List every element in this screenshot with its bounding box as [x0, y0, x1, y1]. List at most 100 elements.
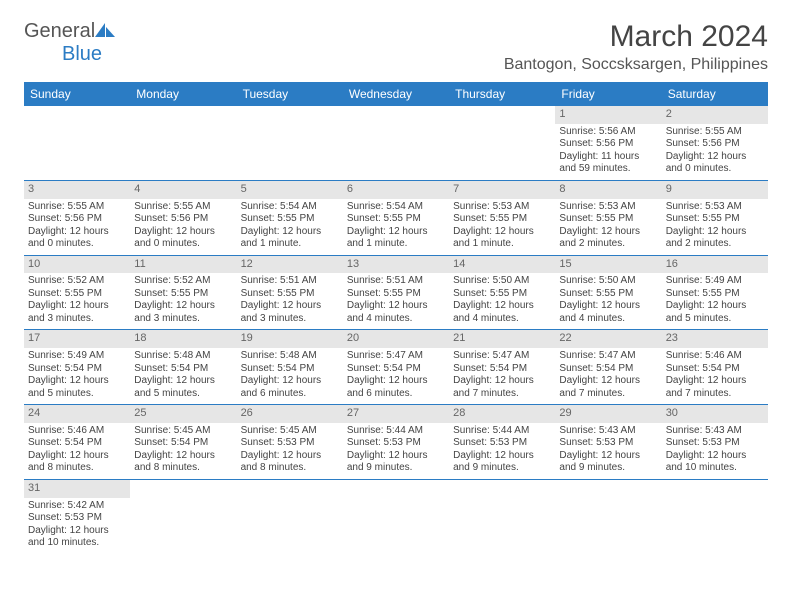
sunrise-text: Sunrise: 5:51 AM — [347, 275, 445, 288]
sunset-text: Sunset: 5:53 PM — [559, 437, 657, 450]
day-number: 18 — [130, 330, 236, 348]
empty-cell — [555, 479, 661, 553]
sunset-text: Sunset: 5:55 PM — [347, 213, 445, 226]
day-cell: 24Sunrise: 5:46 AMSunset: 5:54 PMDayligh… — [24, 405, 130, 480]
daylight-text: Daylight: 11 hours and 59 minutes. — [559, 151, 657, 176]
daylight-text: Daylight: 12 hours and 8 minutes. — [134, 450, 232, 475]
day-cell: 26Sunrise: 5:45 AMSunset: 5:53 PMDayligh… — [237, 405, 343, 480]
sunset-text: Sunset: 5:53 PM — [666, 437, 764, 450]
day-cell: 21Sunrise: 5:47 AMSunset: 5:54 PMDayligh… — [449, 330, 555, 405]
sunset-text: Sunset: 5:55 PM — [347, 288, 445, 301]
sunrise-text: Sunrise: 5:42 AM — [28, 500, 126, 513]
sunset-text: Sunset: 5:54 PM — [28, 363, 126, 376]
day-cell: 22Sunrise: 5:47 AMSunset: 5:54 PMDayligh… — [555, 330, 661, 405]
day-header: Friday — [555, 82, 661, 106]
day-header-row: SundayMondayTuesdayWednesdayThursdayFrid… — [24, 82, 768, 106]
sunset-text: Sunset: 5:55 PM — [134, 288, 232, 301]
sunrise-text: Sunrise: 5:53 AM — [453, 201, 551, 214]
daylight-text: Daylight: 12 hours and 7 minutes. — [666, 375, 764, 400]
sunset-text: Sunset: 5:54 PM — [559, 363, 657, 376]
day-cell: 14Sunrise: 5:50 AMSunset: 5:55 PMDayligh… — [449, 255, 555, 330]
day-cell: 27Sunrise: 5:44 AMSunset: 5:53 PMDayligh… — [343, 405, 449, 480]
sunset-text: Sunset: 5:55 PM — [453, 213, 551, 226]
sunset-text: Sunset: 5:56 PM — [559, 138, 657, 151]
daylight-text: Daylight: 12 hours and 9 minutes. — [453, 450, 551, 475]
day-cell: 9Sunrise: 5:53 AMSunset: 5:55 PMDaylight… — [662, 180, 768, 255]
day-number: 29 — [555, 405, 661, 423]
day-cell: 25Sunrise: 5:45 AMSunset: 5:54 PMDayligh… — [130, 405, 236, 480]
day-number: 27 — [343, 405, 449, 423]
sunset-text: Sunset: 5:55 PM — [666, 288, 764, 301]
day-cell: 13Sunrise: 5:51 AMSunset: 5:55 PMDayligh… — [343, 255, 449, 330]
sunset-text: Sunset: 5:55 PM — [559, 213, 657, 226]
daylight-text: Daylight: 12 hours and 6 minutes. — [347, 375, 445, 400]
day-cell: 6Sunrise: 5:54 AMSunset: 5:55 PMDaylight… — [343, 180, 449, 255]
daylight-text: Daylight: 12 hours and 4 minutes. — [453, 300, 551, 325]
day-cell: 12Sunrise: 5:51 AMSunset: 5:55 PMDayligh… — [237, 255, 343, 330]
sunset-text: Sunset: 5:53 PM — [28, 512, 126, 525]
daylight-text: Daylight: 12 hours and 0 minutes. — [134, 226, 232, 251]
sunset-text: Sunset: 5:53 PM — [453, 437, 551, 450]
sunrise-text: Sunrise: 5:50 AM — [453, 275, 551, 288]
sunset-text: Sunset: 5:56 PM — [666, 138, 764, 151]
day-cell: 1Sunrise: 5:56 AMSunset: 5:56 PMDaylight… — [555, 106, 661, 180]
sunrise-text: Sunrise: 5:48 AM — [241, 350, 339, 363]
day-cell: 8Sunrise: 5:53 AMSunset: 5:55 PMDaylight… — [555, 180, 661, 255]
day-cell: 20Sunrise: 5:47 AMSunset: 5:54 PMDayligh… — [343, 330, 449, 405]
logo-part1: General — [24, 20, 95, 42]
title-block: March 2024 Bantogon, Soccsksargen, Phili… — [504, 20, 768, 74]
sunset-text: Sunset: 5:56 PM — [134, 213, 232, 226]
daylight-text: Daylight: 12 hours and 10 minutes. — [28, 525, 126, 550]
day-header: Saturday — [662, 82, 768, 106]
sunset-text: Sunset: 5:53 PM — [241, 437, 339, 450]
day-cell: 29Sunrise: 5:43 AMSunset: 5:53 PMDayligh… — [555, 405, 661, 480]
sunrise-text: Sunrise: 5:49 AM — [28, 350, 126, 363]
sunrise-text: Sunrise: 5:43 AM — [666, 425, 764, 438]
daylight-text: Daylight: 12 hours and 5 minutes. — [134, 375, 232, 400]
sunrise-text: Sunrise: 5:46 AM — [666, 350, 764, 363]
sunset-text: Sunset: 5:55 PM — [666, 213, 764, 226]
day-header: Monday — [130, 82, 236, 106]
sunrise-text: Sunrise: 5:47 AM — [559, 350, 657, 363]
day-cell: 5Sunrise: 5:54 AMSunset: 5:55 PMDaylight… — [237, 180, 343, 255]
day-number: 13 — [343, 256, 449, 274]
day-number: 15 — [555, 256, 661, 274]
sunset-text: Sunset: 5:54 PM — [134, 437, 232, 450]
sunset-text: Sunset: 5:55 PM — [28, 288, 126, 301]
sunset-text: Sunset: 5:53 PM — [347, 437, 445, 450]
day-number: 20 — [343, 330, 449, 348]
daylight-text: Daylight: 12 hours and 10 minutes. — [666, 450, 764, 475]
empty-cell — [24, 106, 130, 180]
sunrise-text: Sunrise: 5:44 AM — [453, 425, 551, 438]
day-number: 4 — [130, 181, 236, 199]
daylight-text: Daylight: 12 hours and 5 minutes. — [28, 375, 126, 400]
calendar-body: 1Sunrise: 5:56 AMSunset: 5:56 PMDaylight… — [24, 106, 768, 554]
day-number: 30 — [662, 405, 768, 423]
day-header: Sunday — [24, 82, 130, 106]
day-number: 7 — [449, 181, 555, 199]
daylight-text: Daylight: 12 hours and 9 minutes. — [559, 450, 657, 475]
daylight-text: Daylight: 12 hours and 9 minutes. — [347, 450, 445, 475]
logo-part2: Blue — [62, 43, 102, 65]
daylight-text: Daylight: 12 hours and 4 minutes. — [347, 300, 445, 325]
day-cell: 10Sunrise: 5:52 AMSunset: 5:55 PMDayligh… — [24, 255, 130, 330]
page-title: March 2024 — [504, 20, 768, 54]
daylight-text: Daylight: 12 hours and 2 minutes. — [559, 226, 657, 251]
day-number: 11 — [130, 256, 236, 274]
sunset-text: Sunset: 5:55 PM — [453, 288, 551, 301]
day-number: 9 — [662, 181, 768, 199]
day-number: 23 — [662, 330, 768, 348]
day-number: 17 — [24, 330, 130, 348]
day-cell: 11Sunrise: 5:52 AMSunset: 5:55 PMDayligh… — [130, 255, 236, 330]
day-number: 5 — [237, 181, 343, 199]
day-number: 26 — [237, 405, 343, 423]
daylight-text: Daylight: 12 hours and 5 minutes. — [666, 300, 764, 325]
day-cell: 23Sunrise: 5:46 AMSunset: 5:54 PMDayligh… — [662, 330, 768, 405]
daylight-text: Daylight: 12 hours and 7 minutes. — [559, 375, 657, 400]
daylight-text: Daylight: 12 hours and 2 minutes. — [666, 226, 764, 251]
sunrise-text: Sunrise: 5:54 AM — [347, 201, 445, 214]
day-number: 21 — [449, 330, 555, 348]
day-number: 24 — [24, 405, 130, 423]
day-number: 10 — [24, 256, 130, 274]
sunset-text: Sunset: 5:54 PM — [28, 437, 126, 450]
